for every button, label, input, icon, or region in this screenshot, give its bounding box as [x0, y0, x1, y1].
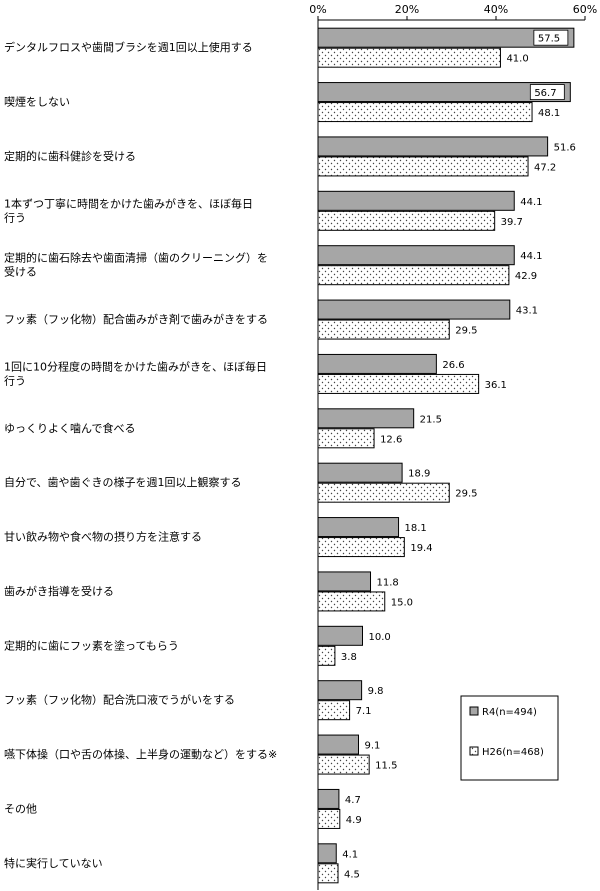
category-label: 喫煙をしない	[4, 96, 70, 109]
data-label-h26: 7.1	[356, 706, 372, 717]
category-label: デンタルフロスや歯間ブラシを週1回以上使用する	[4, 40, 253, 54]
data-label-r4: 21.5	[420, 414, 442, 425]
bar-r4	[317, 571, 372, 592]
data-label-r4: 44.1	[520, 251, 542, 262]
data-label-r4: 10.0	[369, 632, 391, 643]
category-label: 甘い飲み物や食べ物の摂り方を注意する	[4, 530, 202, 544]
data-label-r4: 56.7	[534, 88, 556, 99]
data-label-r4: 51.6	[554, 142, 576, 153]
data-label-r4: 4.7	[345, 795, 361, 806]
category-label: 行う	[4, 211, 26, 224]
legend-swatch	[469, 746, 479, 756]
data-label-h26: 48.1	[538, 108, 560, 119]
data-label-h26: 47.2	[534, 162, 556, 173]
legend-label: R4(n=494)	[482, 707, 537, 718]
bar-h26	[317, 591, 386, 612]
bar-h26	[317, 754, 370, 775]
data-label-h26: 19.4	[410, 543, 432, 554]
data-label-r4: 26.6	[442, 360, 464, 371]
data-label-h26: 29.5	[455, 489, 477, 500]
data-label-r4: 43.1	[516, 306, 538, 317]
category-label: 特に実行していない	[4, 856, 103, 870]
bar-h26	[317, 482, 450, 503]
x-tick-label: 40%	[484, 3, 508, 16]
data-label-h26: 41.0	[506, 54, 528, 65]
data-label-box-r4	[529, 84, 565, 100]
bar-h26	[317, 156, 529, 177]
bar-r4	[317, 517, 400, 538]
data-label-r4: 18.9	[408, 469, 430, 480]
bar-h26	[317, 319, 450, 340]
bar-h26	[317, 265, 510, 286]
category-label: 行う	[4, 374, 26, 387]
data-label-r4: 57.5	[538, 34, 560, 45]
bar-r4	[317, 353, 437, 374]
bar-r4	[317, 136, 549, 157]
bar-r4	[317, 788, 340, 809]
legend-label: H26(n=468)	[482, 747, 544, 758]
bar-r4	[317, 190, 515, 211]
data-label-r4: 44.1	[520, 197, 542, 208]
bar-h26	[317, 537, 405, 558]
bar-r4	[317, 462, 403, 483]
data-label-h26: 15.0	[391, 597, 413, 608]
bar-h26	[317, 863, 339, 884]
bar-r4	[317, 408, 415, 429]
data-label-h26: 4.9	[346, 815, 362, 826]
data-label-h26: 4.5	[344, 869, 360, 880]
bar-r4	[317, 299, 511, 320]
x-tick-label: 60%	[573, 3, 597, 16]
bar-h26	[317, 645, 336, 666]
category-label: 歯みがき指導を受ける	[4, 584, 114, 598]
bar-h26	[317, 102, 533, 123]
bar-h26	[317, 47, 501, 68]
data-label-box-r4	[533, 29, 569, 46]
plot-area: 0% 20% 40% 60% デンタルフロスや歯間ブラシを週1回以上使用する 57.5 41…	[4, 3, 597, 890]
bar-r4	[317, 734, 359, 755]
category-label: 定期的に歯石除去や歯面清掃（歯のクリーニング）を	[4, 251, 268, 265]
data-label-r4: 9.1	[364, 741, 380, 752]
category-label: 定期的に歯科健診を受ける	[4, 149, 136, 163]
data-label-r4: 4.1	[342, 849, 358, 860]
data-label-r4: 18.1	[405, 523, 427, 534]
category-label: フッ素（フッ化物）配合洗口液でうがいをする	[4, 693, 235, 707]
data-label-h26: 12.6	[380, 434, 402, 445]
data-label-h26: 36.1	[485, 380, 507, 391]
category-label: 1本ずつ丁寧に時間をかけた歯みがきを、ほぼ毎日	[4, 196, 253, 210]
data-label-r4: 9.8	[368, 686, 384, 697]
bar-h26	[317, 428, 375, 449]
bar-r4	[317, 27, 575, 48]
bar-r4	[317, 625, 363, 646]
category-label: 自分で、歯や歯ぐきの様子を週1回以上観察する	[4, 475, 242, 489]
bar-r4	[317, 245, 515, 266]
data-label-h26: 39.7	[501, 217, 523, 228]
x-tick-label: 20%	[395, 3, 419, 16]
data-label-h26: 3.8	[341, 652, 357, 663]
legend-swatch	[469, 706, 479, 716]
bar-h26	[317, 210, 496, 231]
data-label-h26: 42.9	[515, 271, 537, 282]
data-label-h26: 11.5	[375, 761, 397, 772]
category-label: 嚥下体操（口や舌の体操、上半身の運動など）をする※	[4, 747, 277, 761]
bar-r4	[317, 82, 571, 103]
bar-h26	[317, 808, 341, 829]
x-tick-label: 0%	[309, 3, 326, 16]
category-label: 受ける	[4, 266, 37, 279]
category-label: フッ素（フッ化物）配合歯みがき剤で歯みがきをする	[4, 312, 268, 326]
bar-r4	[317, 843, 337, 864]
category-label: ゆっくりよく噛んで食べる	[4, 421, 135, 435]
bar-h26	[317, 700, 351, 721]
category-label: 定期的に歯にフッ素を塗ってもらう	[4, 638, 179, 652]
bar-r4	[317, 680, 363, 701]
category-label: 1回に10分程度の時間をかけた歯みがきを、ほぼ毎日	[4, 359, 267, 373]
bar-h26	[317, 373, 480, 394]
data-label-h26: 29.5	[455, 326, 477, 337]
data-label-r4: 11.8	[377, 577, 399, 588]
category-label: その他	[4, 802, 37, 815]
